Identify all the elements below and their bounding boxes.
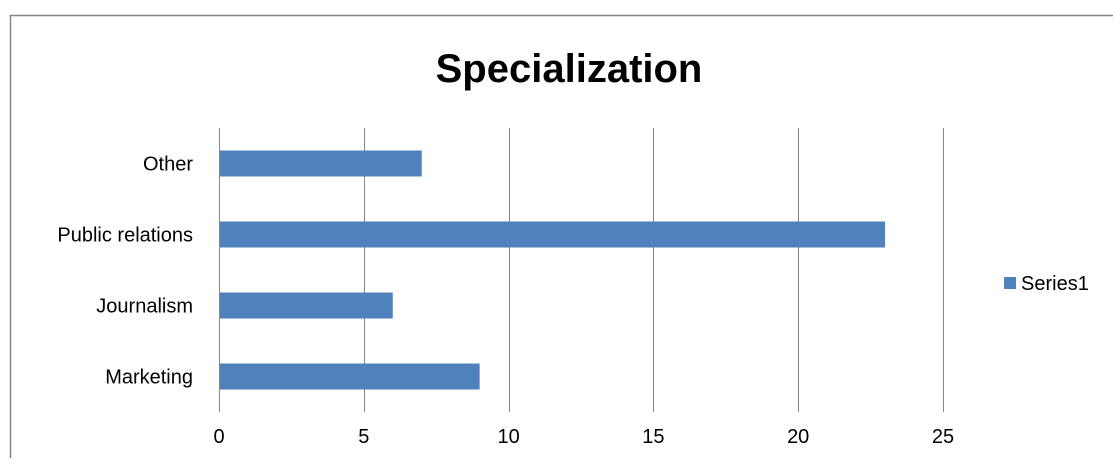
bar bbox=[219, 222, 885, 248]
bar bbox=[219, 293, 393, 319]
x-tick-label: 5 bbox=[358, 426, 369, 448]
chart-title: Specialization bbox=[436, 47, 703, 91]
legend-label: Series1 bbox=[1021, 273, 1089, 295]
category-label: Other bbox=[143, 154, 193, 176]
x-tick-label: 25 bbox=[932, 426, 954, 448]
bar bbox=[219, 151, 422, 177]
x-tick-label: 0 bbox=[213, 426, 224, 448]
x-tick-label: 15 bbox=[642, 426, 664, 448]
category-label: Public relations bbox=[57, 225, 193, 247]
legend-swatch bbox=[1004, 277, 1016, 289]
x-tick-label: 20 bbox=[787, 426, 809, 448]
category-label: Journalism bbox=[96, 296, 193, 318]
x-tick-label: 10 bbox=[497, 426, 519, 448]
category-label: Marketing bbox=[105, 367, 193, 389]
bar bbox=[219, 364, 480, 390]
